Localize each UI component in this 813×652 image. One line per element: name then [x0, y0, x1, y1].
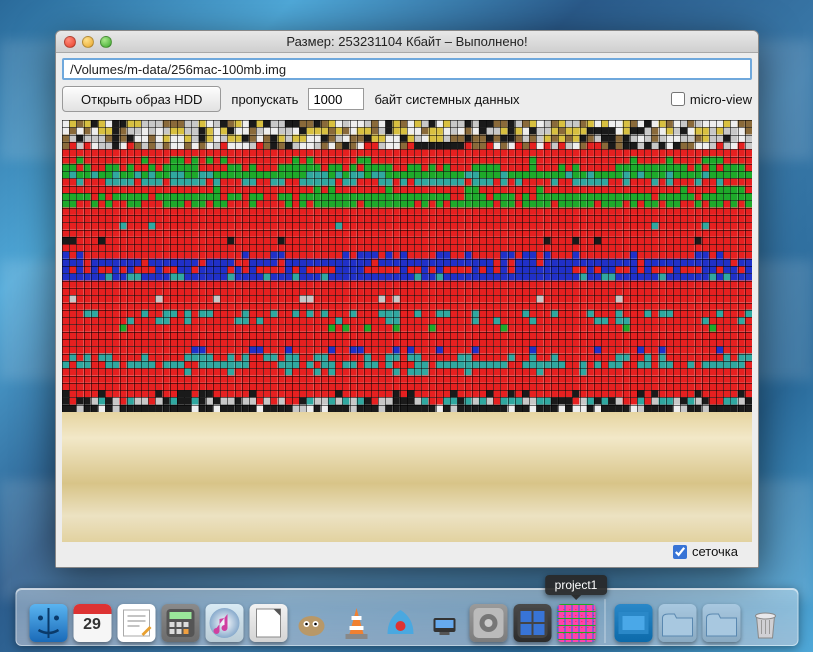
dock-item-calendar[interactable]: 29 — [72, 603, 112, 643]
grid-checkbox[interactable]: сеточка — [673, 544, 738, 559]
dock: 29 project1 — [15, 588, 798, 646]
dock-item-system-preferences[interactable] — [468, 603, 508, 643]
dock-item-itunes[interactable] — [204, 603, 244, 643]
titlebar[interactable]: Размер: 253231104 Кбайт – Выполнено! — [56, 31, 758, 53]
dock-item-vlc[interactable] — [336, 603, 376, 643]
dock-item-utilities[interactable] — [424, 603, 464, 643]
dock-item-mission-control[interactable] — [512, 603, 552, 643]
window-title: Размер: 253231104 Кбайт – Выполнено! — [56, 34, 758, 49]
dock-item-trash[interactable] — [745, 603, 785, 643]
dock-separator — [604, 599, 605, 643]
microview-label: micro-view — [690, 92, 752, 107]
minimize-icon[interactable] — [82, 36, 94, 48]
app-window: Размер: 253231104 Кбайт – Выполнено! Отк… — [55, 30, 759, 568]
dock-item-transmission[interactable] — [380, 603, 420, 643]
close-icon[interactable] — [64, 36, 76, 48]
open-hdd-image-button[interactable]: Открыть образ HDD — [62, 86, 221, 112]
image-path-input[interactable] — [62, 58, 752, 80]
skip-label: пропускать — [231, 92, 298, 107]
block-map-visualization — [62, 120, 752, 412]
dock-item-libreoffice[interactable] — [248, 603, 288, 643]
skip-bytes-input[interactable] — [308, 88, 364, 110]
dock-item-applications-stack[interactable] — [701, 603, 741, 643]
skip-suffix-label: байт системных данных — [374, 92, 519, 107]
dock-item-project1[interactable]: project1 — [556, 603, 596, 643]
grid-label: сеточка — [692, 544, 738, 559]
microview-checkbox[interactable]: micro-view — [671, 92, 752, 107]
dock-item-calculator[interactable] — [160, 603, 200, 643]
dock-item-textedit[interactable] — [116, 603, 156, 643]
dock-item-pictures-stack[interactable] — [613, 603, 653, 643]
dock-item-downloads-stack[interactable] — [657, 603, 697, 643]
toolbar: Открыть образ HDD пропускать байт систем… — [62, 86, 752, 112]
dock-tooltip: project1 — [545, 575, 608, 595]
zoom-icon[interactable] — [100, 36, 112, 48]
empty-region — [62, 412, 752, 542]
dock-item-gimp[interactable] — [292, 603, 332, 643]
dock-item-finder[interactable] — [28, 603, 68, 643]
